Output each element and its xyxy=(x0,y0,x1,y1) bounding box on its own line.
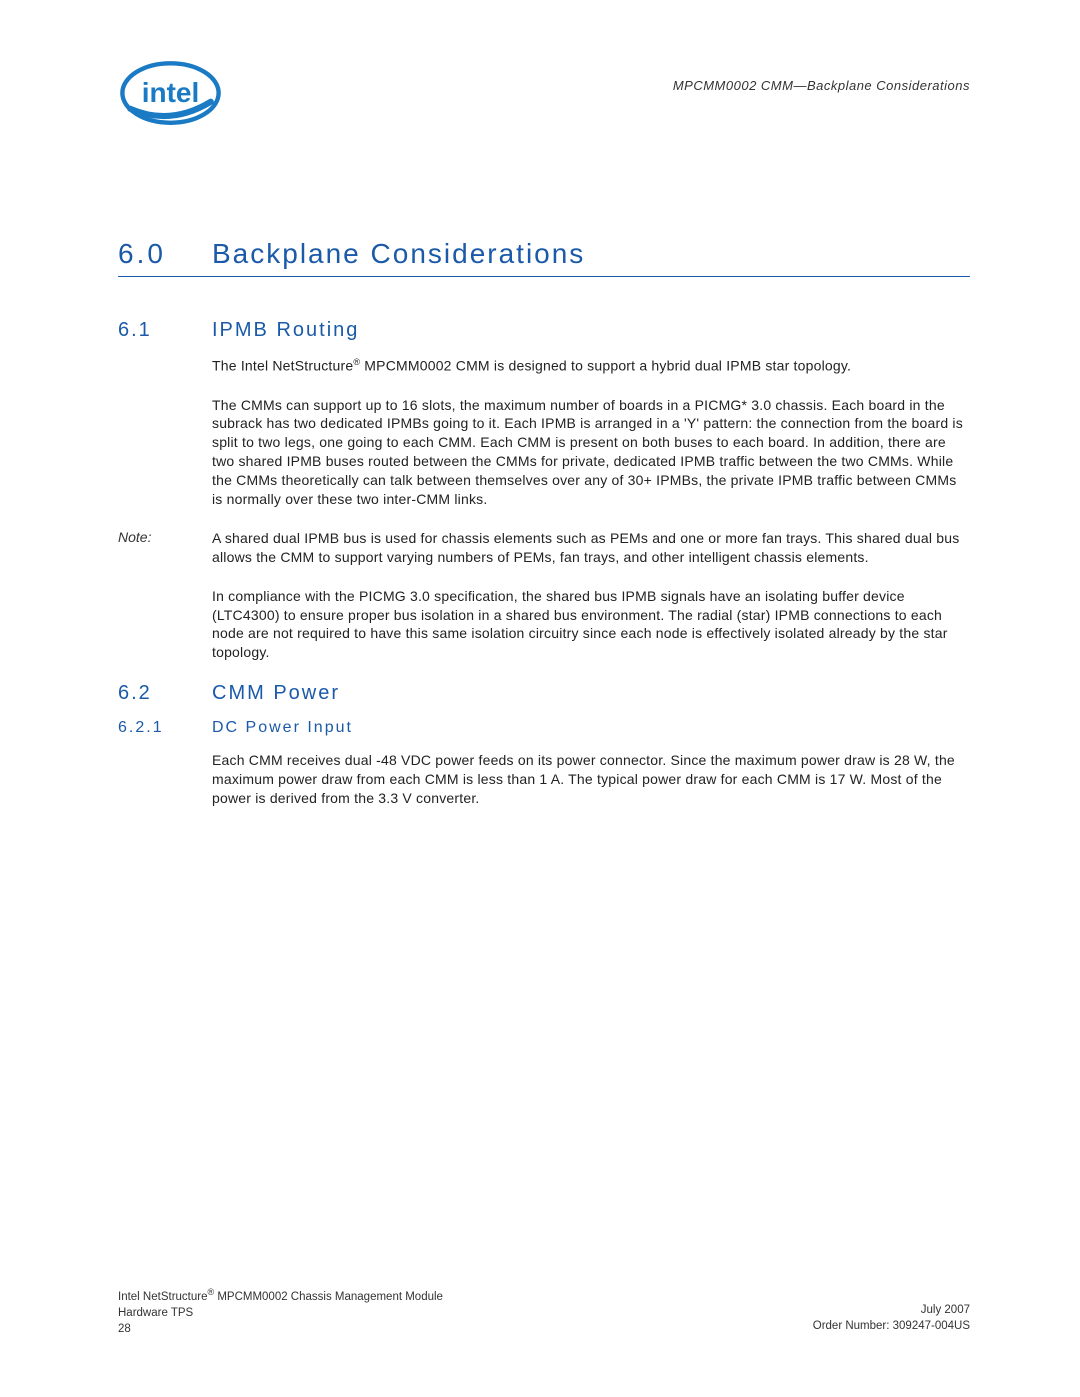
page-content: 6.0 Backplane Considerations 6.1 IPMB Ro… xyxy=(118,238,970,808)
footer-left: Intel NetStructure® MPCMM0002 Chassis Ma… xyxy=(118,1286,443,1337)
subsection-title: CMM Power xyxy=(212,682,340,705)
subsubsection-title: DC Power Input xyxy=(212,719,353,737)
page-footer: Intel NetStructure® MPCMM0002 Chassis Ma… xyxy=(118,1286,970,1337)
subsection-number: 6.1 xyxy=(118,319,212,342)
footer-text: Hardware TPS xyxy=(118,1305,443,1321)
svg-text:intel: intel xyxy=(142,77,200,108)
subsubsection-heading: 6.2.1 DC Power Input xyxy=(118,719,970,737)
subsection-heading: 6.1 IPMB Routing xyxy=(118,319,970,342)
footer-text: Intel NetStructure xyxy=(118,1291,207,1303)
body-text: The Intel NetStructure xyxy=(212,358,353,374)
footer-right: July 2007 Order Number: 309247-004US xyxy=(813,1286,970,1337)
note-label: Note: xyxy=(118,529,212,567)
section-number: 6.0 xyxy=(118,238,212,270)
subsection-title: IPMB Routing xyxy=(212,319,359,342)
subsection-number: 6.2 xyxy=(118,682,212,705)
page-header: intel MPCMM0002 CMM—Backplane Considerat… xyxy=(118,58,970,128)
section-heading: 6.0 Backplane Considerations xyxy=(118,238,970,277)
page-number: 28 xyxy=(118,1321,443,1337)
running-header: MPCMM0002 CMM—Backplane Considerations xyxy=(223,58,970,93)
subsubsection-number: 6.2.1 xyxy=(118,719,212,737)
body-text: Each CMM receives dual -48 VDC power fee… xyxy=(212,751,970,808)
paragraph: The Intel NetStructure® MPCMM0002 CMM is… xyxy=(118,356,970,376)
footer-text: MPCMM0002 Chassis Management Module xyxy=(214,1291,443,1303)
body-text: A shared dual IPMB bus is used for chass… xyxy=(212,529,970,567)
note-paragraph: Note: A shared dual IPMB bus is used for… xyxy=(118,529,970,567)
paragraph: In compliance with the PICMG 3.0 specifi… xyxy=(118,587,970,663)
body-text: The CMMs can support up to 16 slots, the… xyxy=(212,396,970,509)
body-text: MPCMM0002 CMM is designed to support a h… xyxy=(360,358,851,374)
body-text: In compliance with the PICMG 3.0 specifi… xyxy=(212,587,970,663)
intel-logo: intel xyxy=(118,58,223,128)
footer-order-number: Order Number: 309247-004US xyxy=(813,1318,970,1334)
section-title: Backplane Considerations xyxy=(212,238,585,270)
footer-date: July 2007 xyxy=(813,1302,970,1318)
paragraph: Each CMM receives dual -48 VDC power fee… xyxy=(118,751,970,808)
paragraph: The CMMs can support up to 16 slots, the… xyxy=(118,396,970,509)
subsection-heading: 6.2 CMM Power xyxy=(118,682,970,705)
